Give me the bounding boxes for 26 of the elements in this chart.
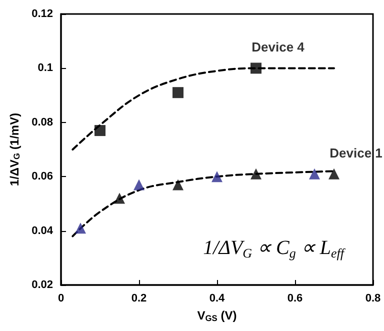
point — [94, 125, 106, 136]
point — [250, 62, 262, 74]
x-tick-label: 0.2 — [131, 292, 147, 304]
y-tick-label: 0.04 — [32, 224, 54, 237]
series-label: Device 4 — [252, 40, 306, 55]
point — [309, 168, 320, 180]
point — [75, 222, 86, 234]
point — [172, 179, 184, 190]
point — [212, 171, 222, 182]
y-tick-label: 0.08 — [32, 116, 53, 128]
x-tick-label: 0.6 — [287, 292, 303, 304]
y-tick-label: 0.06 — [32, 170, 53, 183]
x-tick-label: 0.8 — [365, 292, 381, 304]
x-axis-title: VGS (V) — [197, 308, 237, 323]
x-tick-label: 0 — [58, 292, 64, 304]
y-tick-label: 0.02 — [32, 279, 53, 291]
point — [172, 87, 184, 98]
point — [134, 179, 144, 190]
point — [114, 192, 125, 204]
x-tick-label: 0.4 — [209, 292, 226, 304]
point — [328, 168, 340, 180]
y-axis-title: 1/ΔVG (1/mV) — [7, 112, 22, 186]
point — [250, 168, 262, 180]
series-label: Device 1 — [330, 145, 382, 160]
y-tick-label: 0.12 — [32, 8, 53, 20]
y-tick-label: 0.1 — [38, 62, 53, 74]
